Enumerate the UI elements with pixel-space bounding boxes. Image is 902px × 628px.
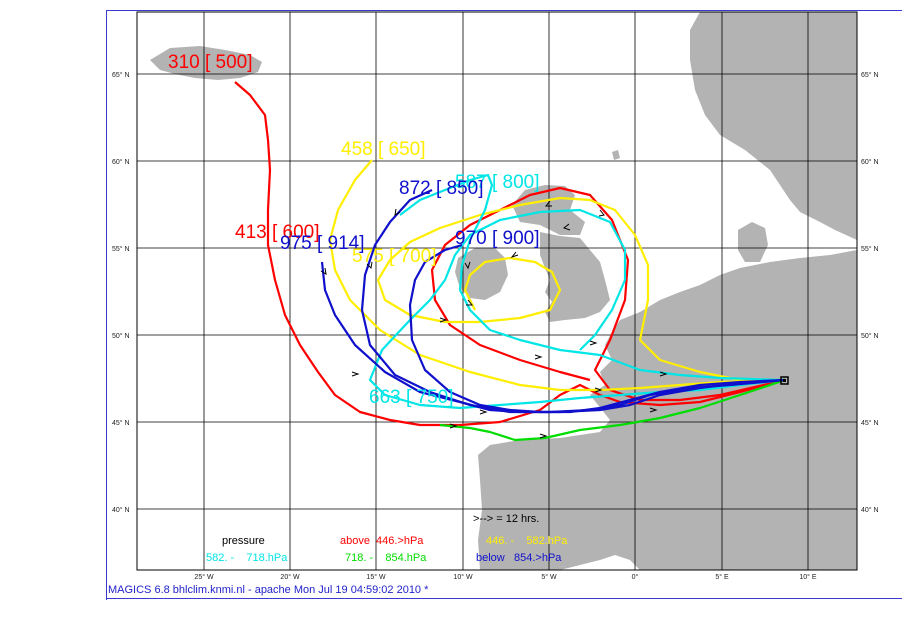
frame-bottom bbox=[106, 598, 902, 599]
lat-label: 55° N bbox=[112, 245, 130, 253]
denmark bbox=[738, 222, 768, 262]
frame-top bbox=[106, 10, 902, 11]
label-914: 975 [ 914] bbox=[280, 233, 365, 254]
arrow-marker bbox=[510, 251, 519, 259]
trajectory-500 bbox=[234, 81, 786, 427]
legend-pressure-title: pressure bbox=[222, 535, 265, 547]
legend-cyan-range: 582. - 718.hPa bbox=[206, 552, 288, 564]
arrow-note: >--> = 12 hrs. bbox=[473, 513, 539, 525]
arrow-marker bbox=[598, 209, 605, 217]
lon-label: 10° E bbox=[799, 573, 817, 581]
lat-label: 45° N bbox=[861, 419, 879, 427]
lat-label: 65° N bbox=[112, 71, 130, 79]
trajectory-650 bbox=[328, 159, 786, 392]
arrow-marker bbox=[539, 433, 548, 439]
arrow-marker bbox=[449, 423, 458, 429]
lat-labels-left: 65° N 60° N 55° N 50° N 45° N 40° N bbox=[112, 71, 130, 514]
lat-label: 65° N bbox=[861, 71, 879, 79]
lon-label: 15° W bbox=[366, 573, 386, 581]
trajectories bbox=[234, 81, 786, 442]
label-650: 458 [ 650] bbox=[341, 139, 426, 160]
lon-label: 0° bbox=[632, 573, 639, 581]
balearic bbox=[735, 526, 750, 536]
legend-above-value: 446.>hPa bbox=[376, 535, 424, 547]
england bbox=[540, 232, 610, 322]
lat-label: 60° N bbox=[112, 158, 130, 166]
label-850: 872 [ 850] bbox=[399, 178, 484, 199]
lon-label: 10° W bbox=[453, 573, 473, 581]
arrow-marker bbox=[589, 340, 598, 346]
land-layer bbox=[150, 12, 857, 570]
footer-text: MAGICS 6.8 bhlclim.knmi.nl - apache Mon … bbox=[108, 584, 429, 596]
arrow-marker bbox=[534, 354, 543, 360]
arrow-marker bbox=[594, 387, 603, 393]
lat-label: 45° N bbox=[112, 419, 130, 427]
legend-above-prefix: above bbox=[340, 535, 370, 547]
lon-label: 5° E bbox=[715, 573, 729, 581]
lon-label: 5° W bbox=[541, 573, 557, 581]
sardinia bbox=[793, 460, 808, 500]
arrow-marker bbox=[351, 371, 360, 377]
label-900: 970 [ 900] bbox=[455, 228, 540, 249]
lat-labels-right: 65° N 60° N 55° N 50° N 45° N 40° N bbox=[861, 71, 879, 514]
lon-labels: 25° W 20° W 15° W 10° W 5° W 0° 5° E 10°… bbox=[194, 573, 816, 581]
direction-arrows bbox=[320, 200, 668, 439]
arrow-marker bbox=[562, 223, 571, 231]
scandinavia bbox=[690, 12, 857, 240]
legend: >--> = 12 hrs. pressure above 446.>hPa 4… bbox=[206, 513, 568, 564]
continental-europe bbox=[478, 250, 857, 570]
legend-yellow-range: 446. - 582.hPa bbox=[486, 535, 568, 547]
lon-label: 25° W bbox=[194, 573, 214, 581]
arrow-marker bbox=[439, 317, 448, 323]
arrow-marker bbox=[320, 267, 327, 275]
lat-label: 50° N bbox=[112, 332, 130, 340]
lat-label: 60° N bbox=[861, 158, 879, 166]
arrow-marker bbox=[544, 200, 552, 207]
trajectory-900 bbox=[408, 243, 786, 414]
lat-label: 50° N bbox=[861, 332, 879, 340]
trajectory-800 bbox=[399, 173, 786, 382]
arrow-marker bbox=[649, 407, 658, 413]
trajectory-914 bbox=[320, 261, 786, 414]
label-500: 310 [ 500] bbox=[168, 52, 253, 73]
graticule bbox=[136, 11, 858, 571]
arrow-marker bbox=[464, 261, 471, 270]
arrow-marker bbox=[659, 371, 668, 377]
lat-label: 40° N bbox=[861, 506, 879, 514]
label-700: 575 [ 700] bbox=[352, 246, 437, 267]
trajectory-600 bbox=[430, 186, 786, 402]
arrow-marker bbox=[366, 261, 373, 270]
shetland bbox=[612, 150, 620, 160]
lon-label: 20° W bbox=[280, 573, 300, 581]
label-800: 587 [ 800] bbox=[455, 172, 540, 193]
arrow-marker bbox=[479, 409, 488, 415]
arrow-marker bbox=[394, 208, 401, 216]
iceland bbox=[150, 46, 262, 80]
label-750: 663 [ 750] bbox=[369, 387, 454, 408]
trajectory-labels: 310 [ 500] 458 [ 650] 587 [ 800] 872 [ 8… bbox=[168, 52, 540, 408]
lat-label: 55° N bbox=[861, 245, 879, 253]
lat-label: 40° N bbox=[112, 506, 130, 514]
legend-green-range: 718. - 854.hPa bbox=[345, 552, 427, 564]
arrow-marker bbox=[466, 299, 474, 306]
frame-left bbox=[106, 10, 107, 600]
trajectory-700 bbox=[376, 196, 785, 382]
legend-below-prefix: below bbox=[476, 552, 505, 564]
release-point bbox=[780, 376, 789, 385]
label-600: 413 [ 600] bbox=[235, 222, 320, 243]
trajectory-green bbox=[439, 378, 786, 442]
legend-below-value: 854.>hPa bbox=[514, 552, 562, 564]
